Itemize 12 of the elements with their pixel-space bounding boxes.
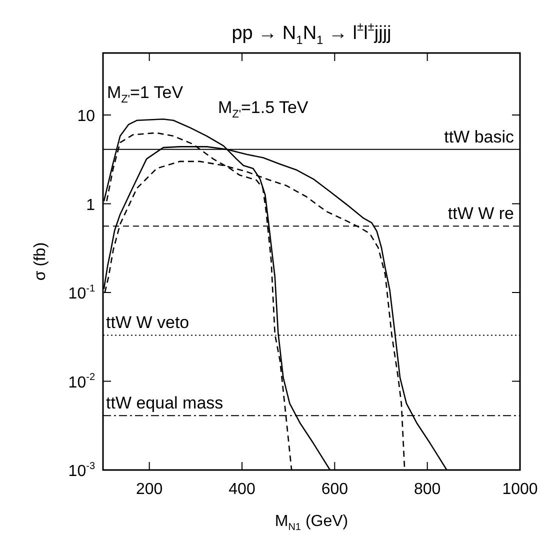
ref-line-label: ttW basic bbox=[444, 127, 514, 146]
ref-line-label: ttW W veto bbox=[106, 313, 190, 332]
x-tick-label: 1000 bbox=[502, 481, 538, 498]
y-axis-title: σ (fb) bbox=[32, 242, 49, 281]
ref-line-label: ttW equal mass bbox=[106, 394, 224, 413]
y-tick-label: 1 bbox=[86, 196, 96, 214]
x-tick-label: 200 bbox=[136, 481, 163, 498]
x-tick-label: 600 bbox=[321, 481, 348, 498]
x-tick-label: 800 bbox=[414, 481, 441, 498]
ref-line-label: ttW W re bbox=[448, 204, 514, 224]
x-tick-label: 400 bbox=[228, 481, 256, 498]
y-tick-label: 10 bbox=[77, 108, 96, 126]
